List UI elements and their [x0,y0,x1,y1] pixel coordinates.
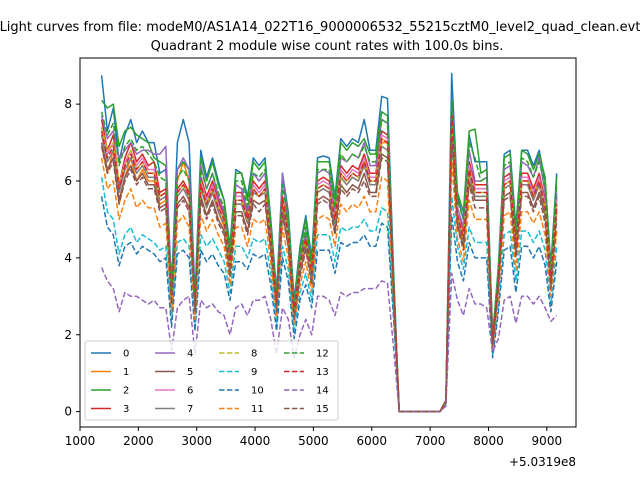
plot-area: 1000 2000 3000 4000 5000 6000 7000 8000 9000 0 2 4… [64,57,577,469]
series-line-15 [100,137,558,413]
series-line-0 [100,72,558,413]
x-tick-label: 9000 [532,434,563,448]
axes-frame [79,57,577,428]
y-tick-label: 2 [64,328,72,342]
series-line-13 [100,114,558,413]
x-offset-label: +5.0319e8 [509,455,576,469]
x-tick-label: 1000 [65,434,96,448]
series-layer [100,72,558,413]
figure-suptitle: Light curves from file: modeM0/AS1A14_02… [0,20,640,35]
x-tick-label: 3000 [181,434,212,448]
legend-label-12: 12 [316,349,329,360]
legend-label-3: 3 [123,404,129,415]
legend-label-4: 4 [187,349,193,360]
legend-frame [84,340,339,421]
legend-label-5: 5 [187,367,193,378]
y-tick-label: 4 [64,251,72,265]
legend-label-13: 13 [316,367,329,378]
y-tick-label: 8 [64,97,72,111]
x-tick-label: 2000 [123,434,154,448]
series-line-11 [100,157,558,413]
legend-label-14: 14 [316,386,329,397]
legend-label-10: 10 [251,386,264,397]
legend-label-9: 9 [251,367,257,378]
legend-label-1: 1 [123,367,129,378]
y-tick-label: 6 [64,174,72,188]
legend-label-8: 8 [251,349,257,360]
series-line-9 [100,177,558,413]
chart-title: Quadrant 2 module wise count rates with … [151,39,504,54]
y-tick-label: 0 [64,405,72,419]
series-line-12 [100,99,558,413]
x-tick-label: 7000 [415,434,446,448]
x-tick-label: 8000 [473,434,504,448]
y-axis: 0 2 4 6 8 [64,97,80,419]
x-tick-label: 5000 [298,434,329,448]
legend-label-11: 11 [251,404,264,415]
series-line-14 [100,267,558,413]
legend-label-15: 15 [316,404,329,415]
x-tick-label: 4000 [240,434,271,448]
legend-label-7: 7 [187,404,193,415]
series-line-10 [100,196,558,413]
x-tick-label: 6000 [356,434,387,448]
legend-label-6: 6 [187,386,193,397]
x-axis: 1000 2000 3000 4000 5000 6000 7000 8000 9000 [65,427,562,448]
legend-label-0: 0 [123,349,129,360]
legend-label-2: 2 [123,386,129,397]
